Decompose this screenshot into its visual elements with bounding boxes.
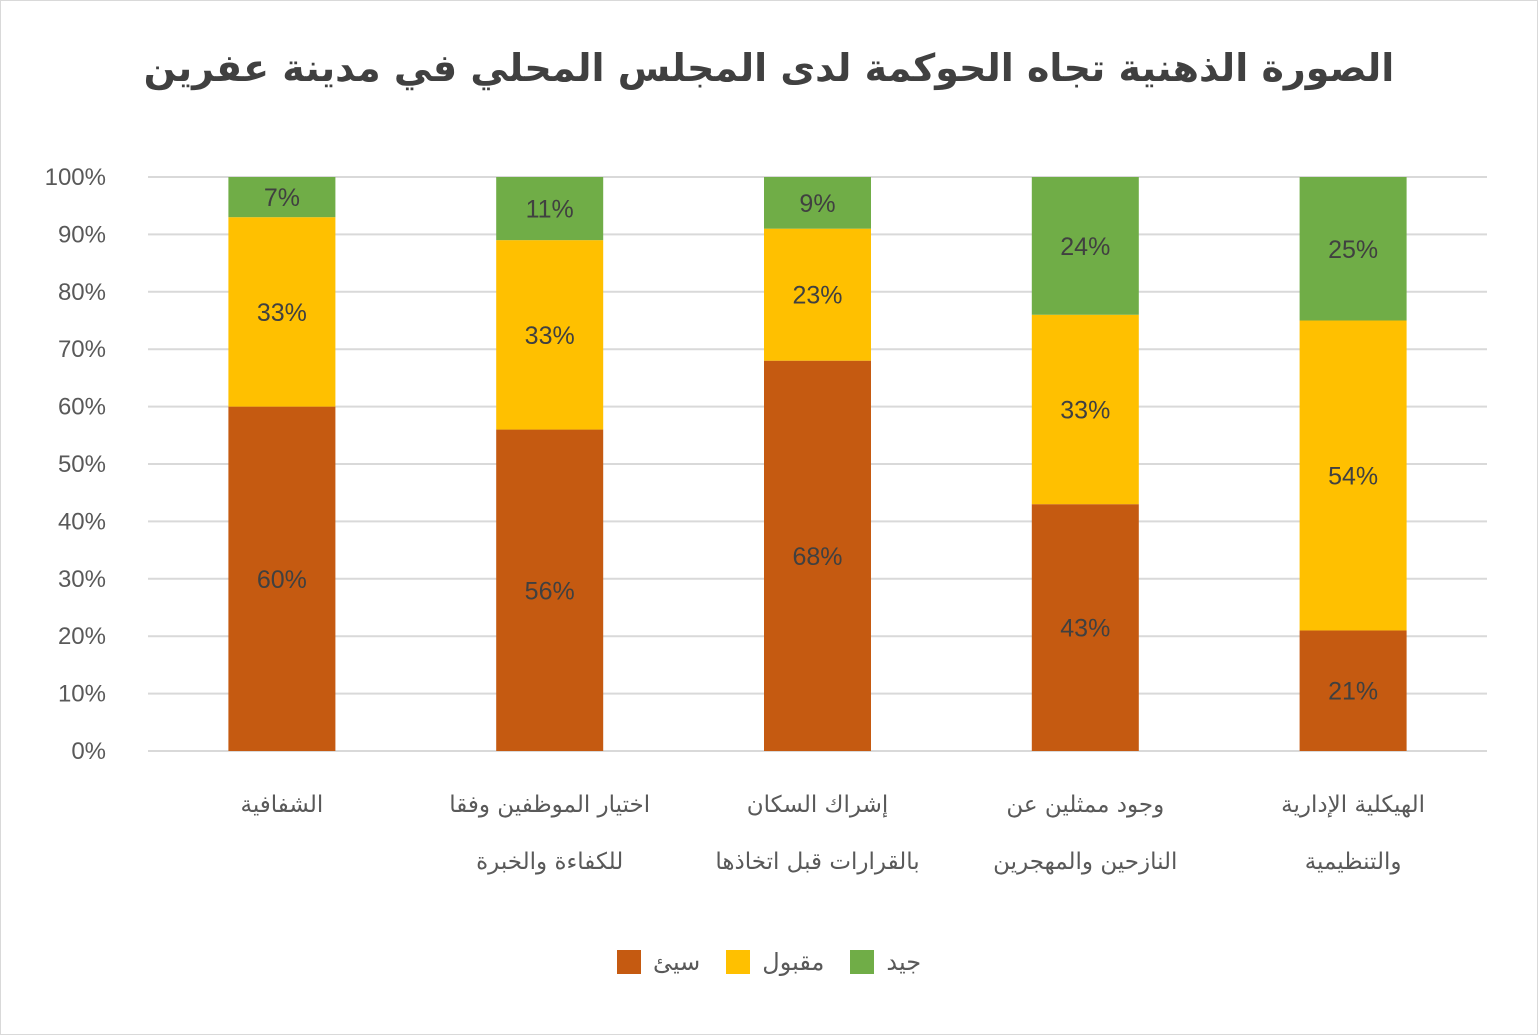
legend-item: سيئ <box>616 948 701 976</box>
data-label: 7% <box>264 184 300 212</box>
y-tick-label: 30% <box>58 566 106 593</box>
data-label: 33% <box>257 299 307 327</box>
legend-label: سيئ <box>652 948 701 976</box>
legend-swatch <box>850 950 875 974</box>
data-label: 33% <box>525 322 575 350</box>
data-label: 23% <box>792 282 842 310</box>
data-label: 11% <box>526 196 574 224</box>
bar-segment <box>1031 177 1139 315</box>
y-tick-label: 0% <box>71 738 106 765</box>
category-label: والتنظيمية <box>1305 849 1402 875</box>
category-label: بالقرارات قبل اتخاذها <box>715 849 919 875</box>
bar-segment <box>1299 320 1407 631</box>
data-label: 68% <box>792 543 842 571</box>
y-tick-label: 20% <box>58 623 106 650</box>
category-label: إشراك السكان <box>747 792 889 818</box>
legend-item: مقبول <box>726 948 824 976</box>
bar-segment <box>496 240 604 430</box>
legend-label: مقبول <box>762 948 825 976</box>
legend-swatch <box>616 950 641 974</box>
data-label: 43% <box>1060 615 1110 643</box>
bar-segment <box>228 406 336 751</box>
y-tick-label: 90% <box>58 221 106 248</box>
category-label: للكفاءة والخبرة <box>476 849 623 875</box>
bar-segment <box>1299 177 1407 321</box>
bar-segment <box>228 177 336 218</box>
bar-segment <box>496 429 604 751</box>
data-label: 25% <box>1328 236 1378 264</box>
y-tick-label: 50% <box>58 451 106 478</box>
y-tick-label: 80% <box>58 279 106 306</box>
bar-segment <box>764 360 871 751</box>
y-tick-label: 40% <box>58 508 106 535</box>
data-label: 60% <box>257 566 307 594</box>
y-tick-label: 60% <box>58 394 106 421</box>
chart-legend: جيد مقبول سيئ <box>0 940 1538 984</box>
category-label: الهيكلية الإدارية <box>1281 792 1425 818</box>
category-label: النازحين والمهجرين <box>993 849 1177 875</box>
bar-segment <box>1031 314 1139 505</box>
data-label: 24% <box>1060 233 1110 261</box>
category-label: وجود ممثلين عن <box>1006 792 1164 818</box>
bar-segment <box>228 217 336 407</box>
data-label: 54% <box>1328 462 1378 490</box>
bar-segment <box>1299 630 1407 751</box>
data-label: 56% <box>525 577 575 605</box>
legend-item: جيد <box>850 948 921 976</box>
bar-segment <box>1031 504 1139 751</box>
y-tick-label: 70% <box>58 336 106 363</box>
chart-title: الصورة الذهنية تجاه الحوكمة لدى المجلس ا… <box>143 46 1395 90</box>
y-tick-label: 10% <box>58 681 106 708</box>
bar-segment <box>764 177 871 229</box>
category-label: اختيار الموظفين وفقا <box>449 792 650 818</box>
bar-segment <box>496 177 604 241</box>
y-tick-label: 100% <box>45 164 106 191</box>
legend-swatch <box>726 950 751 974</box>
legend-label: جيد <box>886 948 922 976</box>
data-label: 9% <box>799 190 835 218</box>
data-label: 21% <box>1328 678 1378 706</box>
data-label: 33% <box>1060 396 1110 424</box>
bar-segment <box>764 228 871 361</box>
category-label: الشفافية <box>240 792 323 818</box>
